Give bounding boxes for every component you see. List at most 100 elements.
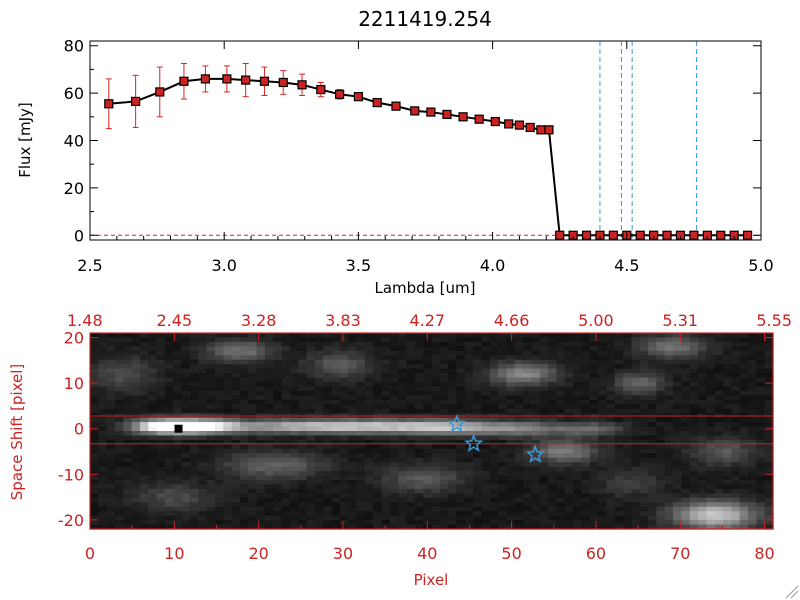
image-cell [231,471,241,477]
pixel-tick-label-1: 10 [164,544,184,563]
image-cell [164,395,174,401]
image-cell [414,382,424,388]
image-cell [314,386,324,392]
image-cell [739,484,749,490]
image-cell [373,475,383,481]
image-cell [731,506,741,512]
image-cell [131,399,141,405]
image-cell [98,475,108,481]
image-cell [406,350,416,356]
image-cell [656,480,666,486]
image-cell [739,359,749,365]
image-cell [681,386,691,392]
image-cell [381,488,391,494]
image-cell [664,399,674,405]
image-cell [98,399,108,405]
image-cell [581,439,591,445]
image-cell [398,337,408,343]
image-cell [339,520,349,526]
image-cell [681,341,691,347]
image-cell [356,484,366,490]
image-cell [114,448,124,454]
image-cell [189,506,199,512]
image-cell [214,444,224,450]
image-cell [681,524,691,530]
image-cell [714,448,724,454]
image-cell [556,435,566,441]
image-cell [714,355,724,361]
image-cell [723,520,732,526]
image-cell [373,502,383,508]
image-cell [148,422,158,428]
image-cell [673,359,682,365]
image-cell [506,488,516,494]
image-cell [364,386,374,392]
image-cell [581,475,591,481]
image-cell [589,502,599,508]
image-cell [531,417,541,423]
image-cell [139,395,149,401]
image-cell [306,386,316,392]
image-cell [656,341,666,347]
image-cell [398,359,408,365]
image-cell [556,493,566,499]
image-cell [481,341,491,347]
image-cell [673,457,682,463]
image-cell [223,404,233,410]
image-cell [473,497,483,503]
image-cell [764,453,774,459]
wavelength-tick-label-8: 5.55 [756,311,792,330]
image-cell [564,390,574,396]
image-cell [90,488,99,494]
image-cell [473,480,483,486]
image-cell [256,350,266,356]
image-cell [598,368,608,374]
image-cell [373,493,383,499]
image-cell [348,448,358,454]
image-cell [156,417,166,423]
image-cell [398,488,408,494]
image-cell [698,390,707,396]
image-cell [406,359,416,365]
image-cell [706,350,716,356]
resize-grip[interactable] [785,585,799,599]
image-cell [714,466,724,472]
image-cell [756,359,766,365]
image-cell [381,390,391,396]
image-cell [131,493,141,499]
image-cell [98,422,108,428]
image-cell [289,346,299,352]
image-cell [739,453,749,459]
image-cell [206,439,216,445]
image-cell [114,497,124,503]
image-cell [106,390,116,396]
image-cell [539,475,549,481]
image-cell [473,506,483,512]
image-cell [306,431,316,437]
image-cell [456,346,466,352]
image-cell [90,497,99,503]
image-cell [239,386,249,392]
image-cell [439,453,449,459]
image-cell [681,337,691,343]
image-cell [106,337,116,343]
image-cell [639,377,649,383]
image-cell [314,399,324,405]
image-cell [731,457,741,463]
image-cell [206,484,216,490]
image-cell [148,390,158,396]
image-cell [556,386,566,392]
image-cell [481,448,491,454]
image-cell [573,497,583,503]
image-cell [648,506,657,512]
image-cell [456,350,466,356]
image-cell [281,422,291,428]
image-cell [764,488,774,494]
image-cell [431,426,441,432]
image-cell [664,386,674,392]
image-cell [331,431,341,437]
data-point-23 [525,122,535,133]
image-cell [264,404,274,410]
image-cell [239,368,249,374]
